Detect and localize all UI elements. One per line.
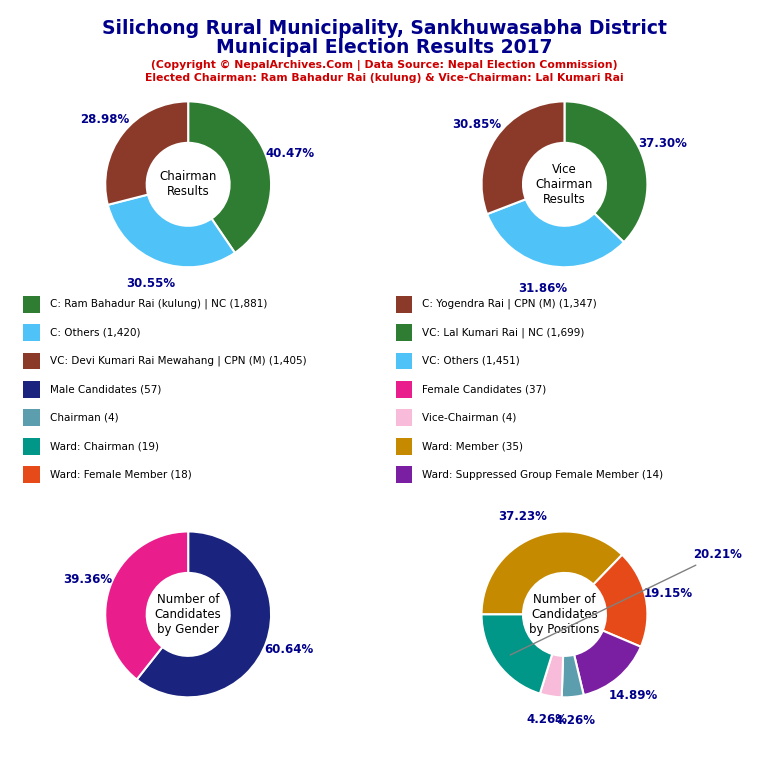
Wedge shape: [482, 614, 552, 694]
Text: 4.26%: 4.26%: [526, 713, 568, 726]
Text: 39.36%: 39.36%: [63, 573, 112, 586]
Wedge shape: [487, 199, 624, 267]
Text: C: Others (1,420): C: Others (1,420): [50, 327, 141, 338]
Text: 30.55%: 30.55%: [126, 277, 175, 290]
Text: 28.98%: 28.98%: [80, 113, 129, 126]
Text: Female Candidates (37): Female Candidates (37): [422, 384, 547, 395]
Wedge shape: [108, 194, 235, 267]
Text: 30.85%: 30.85%: [452, 118, 502, 131]
Wedge shape: [188, 101, 271, 253]
Text: Ward: Member (35): Ward: Member (35): [422, 441, 524, 452]
Text: Ward: Female Member (18): Ward: Female Member (18): [50, 469, 192, 480]
Text: VC: Lal Kumari Rai | NC (1,699): VC: Lal Kumari Rai | NC (1,699): [422, 327, 584, 338]
Text: Elected Chairman: Ram Bahadur Rai (kulung) & Vice-Chairman: Lal Kumari Rai: Elected Chairman: Ram Bahadur Rai (kulun…: [144, 73, 624, 83]
Text: 60.64%: 60.64%: [264, 643, 313, 656]
Text: 14.89%: 14.89%: [608, 689, 657, 702]
Wedge shape: [561, 655, 584, 697]
Text: Number of
Candidates
by Gender: Number of Candidates by Gender: [155, 593, 221, 636]
Text: Vice
Chairman
Results: Vice Chairman Results: [536, 163, 593, 206]
Text: Male Candidates (57): Male Candidates (57): [50, 384, 161, 395]
Text: (Copyright © NepalArchives.Com | Data Source: Nepal Election Commission): (Copyright © NepalArchives.Com | Data So…: [151, 60, 617, 71]
Wedge shape: [137, 531, 271, 697]
Text: 40.47%: 40.47%: [265, 147, 314, 160]
Wedge shape: [105, 101, 188, 205]
Wedge shape: [105, 531, 188, 680]
Wedge shape: [540, 654, 563, 697]
Wedge shape: [574, 631, 641, 695]
Wedge shape: [482, 531, 622, 614]
Text: 4.26%: 4.26%: [554, 713, 596, 727]
Text: Chairman
Results: Chairman Results: [160, 170, 217, 198]
Text: VC: Devi Kumari Rai Mewahang | CPN (M) (1,405): VC: Devi Kumari Rai Mewahang | CPN (M) (…: [50, 356, 306, 366]
Wedge shape: [594, 554, 647, 647]
Text: 20.21%: 20.21%: [510, 548, 742, 655]
Text: Silichong Rural Municipality, Sankhuwasabha District: Silichong Rural Municipality, Sankhuwasa…: [101, 19, 667, 38]
Text: Chairman (4): Chairman (4): [50, 412, 118, 423]
Text: Vice-Chairman (4): Vice-Chairman (4): [422, 412, 517, 423]
Text: 37.23%: 37.23%: [498, 510, 548, 523]
Text: C: Ram Bahadur Rai (kulung) | NC (1,881): C: Ram Bahadur Rai (kulung) | NC (1,881): [50, 299, 267, 310]
Text: C: Yogendra Rai | CPN (M) (1,347): C: Yogendra Rai | CPN (M) (1,347): [422, 299, 598, 310]
Text: Ward: Chairman (19): Ward: Chairman (19): [50, 441, 159, 452]
Text: 31.86%: 31.86%: [518, 282, 568, 295]
Text: Number of
Candidates
by Positions: Number of Candidates by Positions: [529, 593, 600, 636]
Text: Municipal Election Results 2017: Municipal Election Results 2017: [216, 38, 552, 58]
Wedge shape: [482, 101, 564, 214]
Wedge shape: [564, 101, 647, 242]
Text: 19.15%: 19.15%: [644, 587, 693, 600]
Text: VC: Others (1,451): VC: Others (1,451): [422, 356, 520, 366]
Text: Ward: Suppressed Group Female Member (14): Ward: Suppressed Group Female Member (14…: [422, 469, 664, 480]
Text: 37.30%: 37.30%: [638, 137, 687, 150]
